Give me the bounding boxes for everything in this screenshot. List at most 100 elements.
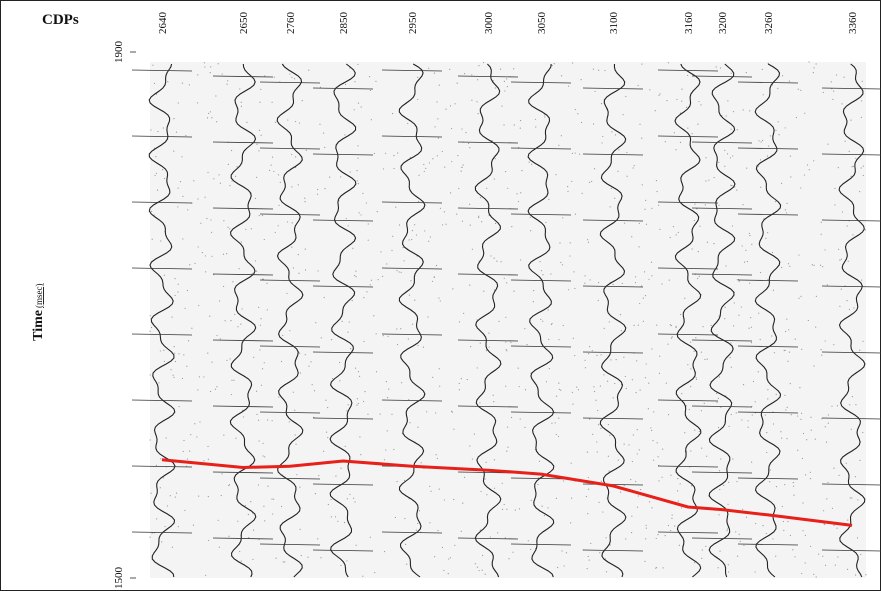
speckle <box>613 397 614 398</box>
speckle <box>166 437 167 438</box>
speckle <box>584 283 585 284</box>
speckle <box>782 75 783 76</box>
speckle <box>197 198 198 199</box>
speckle <box>531 164 532 165</box>
speckle <box>315 493 316 494</box>
speckle <box>826 498 827 499</box>
speckle <box>237 521 238 522</box>
speckle <box>834 188 835 189</box>
speckle <box>157 131 158 132</box>
speckle <box>713 243 714 244</box>
speckle <box>223 220 224 221</box>
speckle <box>272 157 273 158</box>
speckle <box>726 115 727 116</box>
speckle <box>727 528 728 529</box>
speckle <box>865 574 866 575</box>
speckle <box>680 314 681 315</box>
speckle <box>592 434 593 435</box>
speckle <box>434 556 435 557</box>
speckle <box>482 555 483 556</box>
speckle <box>716 66 717 67</box>
speckle <box>271 498 272 499</box>
speckle <box>516 193 517 194</box>
speckle <box>371 280 372 281</box>
speckle <box>154 175 155 176</box>
speckle <box>444 499 445 500</box>
speckle <box>839 475 840 476</box>
speckle <box>505 537 506 538</box>
speckle <box>705 180 706 181</box>
speckle <box>175 361 176 362</box>
speckle <box>300 372 301 373</box>
seismic-figure: CDPs Time (msec) 19001500264026502760285… <box>0 0 881 591</box>
speckle <box>438 138 439 139</box>
speckle <box>542 505 543 506</box>
speckle <box>800 187 801 188</box>
speckle <box>340 468 341 469</box>
speckle <box>606 571 607 572</box>
speckle <box>455 103 456 104</box>
speckle <box>601 103 602 104</box>
speckle <box>384 459 385 460</box>
speckle <box>671 338 672 339</box>
speckle <box>615 134 616 135</box>
speckle <box>164 361 165 362</box>
speckle <box>572 153 573 154</box>
speckle <box>838 249 839 250</box>
speckle <box>850 497 851 498</box>
speckle <box>151 327 152 328</box>
speckle <box>806 439 807 440</box>
speckle <box>656 191 657 192</box>
speckle <box>502 509 503 510</box>
speckle <box>827 284 828 285</box>
speckle <box>690 368 691 369</box>
speckle <box>618 460 619 461</box>
speckle <box>785 409 786 410</box>
speckle <box>513 68 514 69</box>
cdp-label: 2850 <box>338 12 350 35</box>
speckle <box>298 254 299 255</box>
speckle <box>241 561 242 562</box>
speckle <box>539 461 540 462</box>
speckle <box>264 75 265 76</box>
speckle <box>434 126 435 127</box>
speckle <box>478 216 479 217</box>
speckle <box>173 377 174 378</box>
speckle <box>160 487 161 488</box>
speckle <box>330 499 331 500</box>
speckle <box>281 361 282 362</box>
speckle <box>762 69 763 70</box>
speckle <box>742 509 743 510</box>
speckle <box>571 498 572 499</box>
speckle <box>248 514 249 515</box>
speckle <box>678 500 679 501</box>
speckle <box>505 386 506 387</box>
speckle <box>788 329 789 330</box>
speckle <box>484 478 485 479</box>
speckle <box>430 236 431 237</box>
speckle <box>347 498 348 499</box>
speckle <box>211 256 212 257</box>
speckle <box>262 443 263 444</box>
speckle <box>315 322 316 323</box>
speckle <box>164 526 165 527</box>
speckle <box>370 284 371 285</box>
speckle <box>354 81 355 82</box>
cdp-label: 2640 <box>157 12 169 35</box>
speckle <box>699 226 700 227</box>
speckle <box>462 503 463 504</box>
speckle <box>729 426 730 427</box>
speckle <box>842 211 843 212</box>
speckle <box>310 361 311 362</box>
speckle <box>821 355 822 356</box>
speckle <box>681 507 682 508</box>
speckle <box>808 320 809 321</box>
speckle <box>725 307 726 308</box>
speckle <box>439 386 440 387</box>
speckle <box>670 475 671 476</box>
speckle <box>550 273 551 274</box>
speckle <box>741 306 742 307</box>
speckle <box>731 73 732 74</box>
speckle <box>609 321 610 322</box>
speckle <box>210 66 211 67</box>
